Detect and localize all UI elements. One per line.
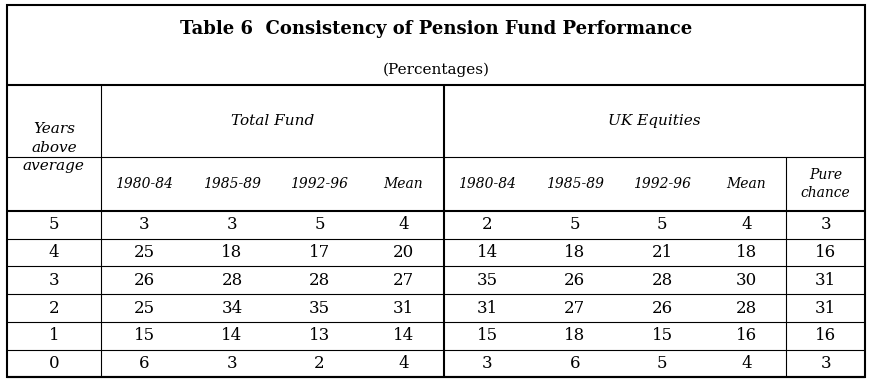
Text: UK Equities: UK Equities (608, 114, 700, 128)
Text: 30: 30 (736, 272, 757, 289)
Text: 25: 25 (134, 244, 155, 261)
Text: 1985-89: 1985-89 (546, 177, 603, 191)
Text: 3: 3 (821, 216, 831, 233)
Text: 31: 31 (815, 299, 836, 317)
Text: 4: 4 (49, 244, 59, 261)
Text: (Percentages): (Percentages) (383, 62, 489, 77)
Text: 17: 17 (309, 244, 330, 261)
Text: 4: 4 (741, 355, 752, 372)
Text: 14: 14 (477, 244, 498, 261)
Text: 27: 27 (392, 272, 414, 289)
Text: 1: 1 (49, 327, 59, 344)
Text: Total Fund: Total Fund (230, 114, 314, 128)
Text: 0: 0 (49, 355, 59, 372)
Text: 16: 16 (815, 327, 836, 344)
Text: 18: 18 (564, 244, 585, 261)
Text: 26: 26 (134, 272, 155, 289)
Text: 3: 3 (140, 216, 150, 233)
Text: 18: 18 (736, 244, 757, 261)
Text: Pure
chance: Pure chance (800, 168, 850, 200)
Text: 2: 2 (49, 299, 59, 317)
Text: 1980-84: 1980-84 (459, 177, 516, 191)
Text: Mean: Mean (726, 177, 766, 191)
Text: 3: 3 (227, 355, 237, 372)
Text: 18: 18 (564, 327, 585, 344)
Text: 1985-89: 1985-89 (203, 177, 261, 191)
Text: 14: 14 (392, 327, 414, 344)
Text: 3: 3 (482, 355, 493, 372)
Text: 5: 5 (657, 355, 668, 372)
Text: 35: 35 (477, 272, 498, 289)
Text: 35: 35 (309, 299, 330, 317)
Text: 25: 25 (134, 299, 155, 317)
Text: Mean: Mean (384, 177, 423, 191)
Text: 31: 31 (392, 299, 414, 317)
Text: 28: 28 (736, 299, 757, 317)
Text: 1980-84: 1980-84 (115, 177, 174, 191)
Text: 16: 16 (736, 327, 757, 344)
Text: 20: 20 (392, 244, 414, 261)
Text: 1992-96: 1992-96 (290, 177, 349, 191)
Text: 4: 4 (741, 216, 752, 233)
Text: 1992-96: 1992-96 (633, 177, 691, 191)
Text: 14: 14 (221, 327, 242, 344)
Text: Table 6  Consistency of Pension Fund Performance: Table 6 Consistency of Pension Fund Perf… (180, 20, 692, 39)
Text: 4: 4 (399, 216, 409, 233)
Text: 5: 5 (657, 216, 668, 233)
Text: 3: 3 (49, 272, 59, 289)
Text: 5: 5 (569, 216, 580, 233)
Text: Years
above
average: Years above average (23, 123, 85, 173)
Text: 28: 28 (651, 272, 673, 289)
Text: 3: 3 (227, 216, 237, 233)
Text: 5: 5 (49, 216, 59, 233)
Text: 15: 15 (651, 327, 673, 344)
Text: 27: 27 (564, 299, 585, 317)
Text: 15: 15 (134, 327, 155, 344)
Text: 21: 21 (651, 244, 673, 261)
Text: 26: 26 (651, 299, 673, 317)
Text: 5: 5 (314, 216, 324, 233)
Text: 3: 3 (821, 355, 831, 372)
Text: 16: 16 (815, 244, 836, 261)
Text: 4: 4 (399, 355, 409, 372)
Text: 15: 15 (477, 327, 498, 344)
Text: 2: 2 (482, 216, 493, 233)
Text: 6: 6 (140, 355, 150, 372)
Text: 28: 28 (221, 272, 242, 289)
Text: 2: 2 (314, 355, 324, 372)
Text: 28: 28 (309, 272, 330, 289)
Text: 18: 18 (221, 244, 242, 261)
Text: 31: 31 (815, 272, 836, 289)
Text: 6: 6 (569, 355, 580, 372)
Text: 34: 34 (221, 299, 242, 317)
Text: 26: 26 (564, 272, 585, 289)
Text: 13: 13 (309, 327, 330, 344)
Text: 31: 31 (477, 299, 498, 317)
